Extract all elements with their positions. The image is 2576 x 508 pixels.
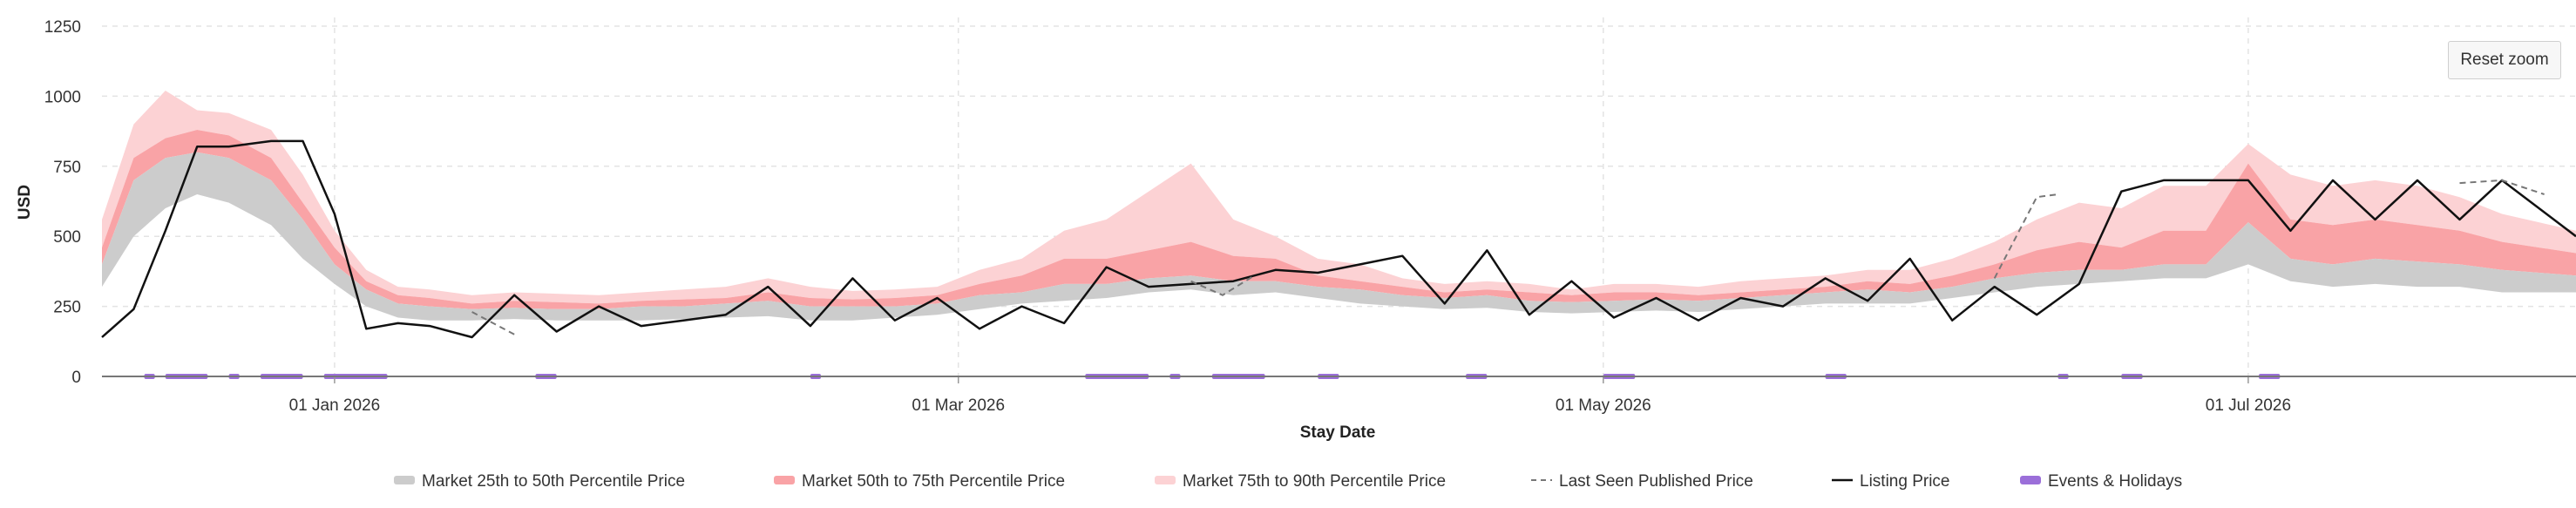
legend-item-p50-75: Market 50th to 75th Percentile Price <box>774 472 1065 491</box>
y-tick-label: 250 <box>53 299 81 317</box>
listing-price-line <box>101 139 2576 339</box>
last-seen-price-segment <box>2459 179 2545 195</box>
y-axis-label: USD <box>16 185 34 220</box>
legend-item-last-seen: Last Seen Published Price <box>1531 472 1753 491</box>
percentile-bands <box>102 91 2576 321</box>
y-tick-label: 0 <box>71 369 81 387</box>
axis-layer: 0 250 500 750 1000 1250 01 Jan 2026 01 Mar 2026… <box>44 18 2576 415</box>
legend-item-p25-50: Market 25th to 50th Percentile Price <box>394 472 685 491</box>
x-tick-label: 01 May 2026 <box>1556 396 1651 415</box>
legend-swatch <box>774 476 795 484</box>
legend-label: Market 50th to 75th Percentile Price <box>802 472 1065 491</box>
grid-layer <box>102 17 2576 376</box>
y-tick-label: 750 <box>53 159 81 177</box>
legend-label: Market 25th to 50th Percentile Price <box>422 472 685 491</box>
legend-label: Listing Price <box>1860 472 1950 491</box>
line-layer <box>101 139 2576 339</box>
y-tick-label: 500 <box>53 228 81 247</box>
y-tick-label: 1000 <box>44 88 81 106</box>
legend-swatch <box>394 476 415 484</box>
x-tick-label: 01 Jul 2026 <box>2206 396 2291 415</box>
legend-item-listing: Listing Price <box>1832 472 1950 491</box>
legend-item-events: Events & Holidays <box>2020 472 2182 491</box>
legend-item-p75-90: Market 75th to 90th Percentile Price <box>1155 472 1446 491</box>
legend-swatch <box>1155 476 1176 484</box>
legend-label: Last Seen Published Price <box>1559 472 1753 491</box>
x-tick-label: 01 Mar 2026 <box>912 396 1005 415</box>
reset-zoom-button[interactable]: Reset zoom <box>2448 41 2561 79</box>
legend-label: Events & Holidays <box>2048 472 2182 491</box>
last-seen-price-segment <box>1993 193 2058 279</box>
legend-swatch <box>2020 476 2041 484</box>
last-seen-price-segment <box>471 311 515 335</box>
y-tick-label: 1250 <box>44 18 81 37</box>
legend-label: Market 75th to 90th Percentile Price <box>1183 472 1446 491</box>
last-seen-price-segment <box>1190 274 1255 296</box>
legend: Market 25th to 50th Percentile Price Mark… <box>394 472 2182 491</box>
x-axis-label: Stay Date <box>1300 423 1376 442</box>
x-tick-label: 01 Jan 2026 <box>289 396 381 415</box>
